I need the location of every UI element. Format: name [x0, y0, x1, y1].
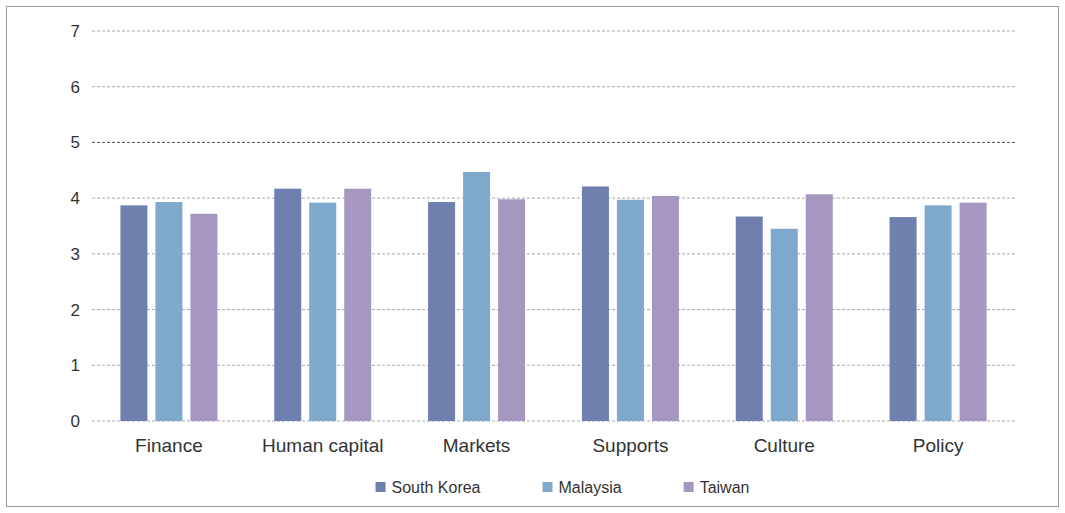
y-tick-label: 0 — [71, 412, 80, 431]
y-tick-label: 1 — [71, 356, 80, 375]
x-tick-label: Finance — [135, 435, 203, 456]
bar — [652, 196, 679, 421]
bar — [617, 200, 644, 421]
legend-swatch — [376, 482, 386, 492]
chart-svg: 0 1 2 3 4 5 6 7 Finance Human capital Markets Suppo… — [0, 0, 1065, 513]
y-tick-label: 5 — [71, 133, 80, 152]
legend-label: Taiwan — [700, 479, 750, 496]
grid-line — [92, 253, 1015, 254]
bar — [274, 189, 301, 421]
legend-label: South Korea — [392, 479, 481, 496]
grid-line — [92, 421, 1015, 422]
y-tick-label: 6 — [71, 78, 80, 97]
legend-swatch — [543, 482, 553, 492]
bars — [120, 172, 986, 421]
legend-swatch — [684, 482, 694, 492]
grid-line — [92, 309, 1015, 310]
bar — [736, 217, 763, 421]
bar — [771, 229, 798, 421]
x-tick-label: Policy — [913, 435, 964, 456]
bar — [120, 205, 147, 421]
y-tick-label: 4 — [71, 189, 80, 208]
x-tick-label: Human capital — [262, 435, 383, 456]
bar — [806, 194, 833, 421]
legend-label: Malaysia — [559, 479, 622, 496]
x-tick-label: Markets — [443, 435, 511, 456]
grid-line — [92, 365, 1015, 366]
x-tick-label: Culture — [754, 435, 815, 456]
bar — [344, 189, 371, 421]
chart-container: 0 1 2 3 4 5 6 7 Finance Human capital Markets Suppo… — [0, 0, 1065, 513]
bar — [498, 199, 525, 421]
x-tick-label: Supports — [592, 435, 668, 456]
legend: South Korea Malaysia Taiwan — [376, 479, 750, 496]
bar — [960, 203, 987, 421]
bar — [155, 202, 182, 421]
grid-line — [92, 198, 1015, 199]
bar — [190, 214, 217, 421]
bar — [428, 202, 455, 421]
grid-line — [92, 86, 1015, 87]
bar — [309, 203, 336, 421]
bar — [463, 172, 490, 421]
frame — [7, 7, 1059, 507]
y-tick-label: 2 — [71, 301, 80, 320]
bar — [890, 217, 917, 421]
bar — [582, 186, 609, 421]
grid-line — [92, 31, 1015, 32]
bar — [925, 205, 952, 421]
y-tick-label: 7 — [71, 22, 80, 41]
grid-line — [92, 142, 1015, 143]
y-tick-label: 3 — [71, 245, 80, 264]
